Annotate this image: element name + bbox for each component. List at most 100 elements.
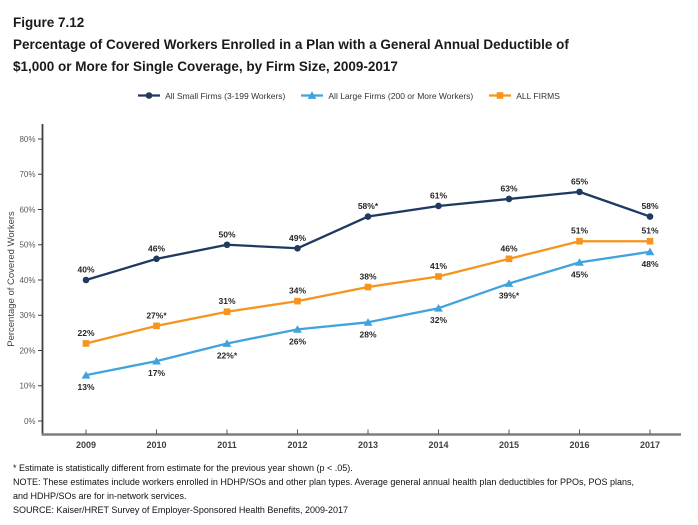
data-point-marker — [364, 213, 372, 220]
data-point-label: 51% — [641, 226, 658, 236]
data-point-marker — [435, 273, 442, 280]
legend-item-3: ALL FIRMS — [489, 90, 560, 101]
series-3: 22% 27%* 31% 34% 38% 41% 46% 51% 51% — [77, 226, 659, 347]
footnote-source: SOURCE: Kaiser/HRET Survey of Employer-S… — [13, 505, 348, 515]
footnote-note-line1: NOTE: These estimates include workers en… — [13, 477, 635, 487]
data-point-label: 61% — [430, 190, 447, 200]
data-point-marker — [223, 308, 231, 316]
square-marker-icon — [489, 92, 512, 99]
legend-marker — [496, 92, 504, 99]
data-point-marker — [505, 255, 513, 263]
data-point-label: 13% — [77, 382, 94, 392]
data-point-label: 38% — [359, 272, 376, 282]
x-tick-label: 2017 — [640, 440, 660, 450]
legend-marker — [145, 92, 153, 99]
data-point-label: 32% — [430, 315, 447, 325]
y-tick-label: 0% — [24, 417, 36, 426]
data-point-label: 27%* — [146, 310, 167, 320]
data-point-marker — [152, 356, 161, 365]
data-point-label: 17% — [148, 368, 165, 378]
data-point-marker — [293, 325, 302, 333]
data-point-marker — [364, 283, 372, 291]
data-point-label: 22%* — [217, 350, 238, 360]
x-tick-label: 2012 — [287, 440, 307, 450]
figure-title-line1: Percentage of Covered Workers Enrolled i… — [13, 37, 569, 52]
data-point-marker — [646, 213, 654, 220]
legend-item-2: All Large Firms (200 or More Workers) — [301, 90, 473, 101]
data-point-label: 48% — [641, 259, 658, 269]
data-point-marker — [435, 202, 442, 210]
data-point-marker — [363, 318, 373, 326]
data-point-label: 22% — [77, 328, 94, 338]
circle-marker-icon — [138, 92, 161, 99]
data-point-label: 34% — [289, 286, 306, 296]
data-point-label: 65% — [571, 176, 588, 186]
footnote-asterisk: * Estimate is statistically different fr… — [13, 463, 353, 473]
data-point-label: 49% — [289, 233, 306, 243]
legend-item-1: All Small Firms (3-199 Workers) — [138, 90, 285, 101]
legend-marker — [307, 91, 317, 99]
y-tick-label: 40% — [19, 276, 35, 285]
data-point-marker — [575, 258, 584, 266]
y-tick-label: 20% — [19, 346, 35, 355]
series-line — [85, 250, 651, 377]
data-point-marker — [576, 237, 583, 245]
data-point-marker — [576, 188, 583, 196]
data-point-marker — [81, 370, 91, 379]
data-point-marker — [294, 297, 301, 305]
data-point-label: 40% — [77, 265, 94, 275]
data-point-marker — [222, 339, 232, 347]
y-axis-label: Percentage of Covered Workers — [6, 211, 17, 347]
y-tick-label: 10% — [19, 382, 35, 391]
y-tick-label: 70% — [19, 170, 35, 179]
data-point-label: 45% — [571, 269, 588, 279]
legend-label: ALL FIRMS — [516, 90, 560, 101]
x-tick-label: 2011 — [217, 440, 237, 450]
x-tick-label: 2014 — [428, 440, 448, 450]
x-tick-label: 2013 — [358, 440, 378, 450]
y-tick-label: 50% — [19, 241, 35, 250]
data-point-label: 46% — [148, 243, 165, 253]
title-block: Figure 7.12 Percentage of Covered Worker… — [13, 12, 569, 78]
series-1: 40% 46% 50% 49% 58%* 61% 63% 65% 58% — [77, 176, 659, 284]
y-tick-label: 60% — [19, 205, 35, 214]
data-point-label: 28% — [359, 329, 376, 339]
triangle-marker-icon — [301, 91, 324, 99]
data-point-label: 63% — [500, 183, 517, 193]
data-point-marker — [82, 340, 90, 347]
data-point-label: 26% — [289, 336, 306, 346]
data-point-label: 58%* — [358, 201, 379, 211]
notes-block: * Estimate is statistically different fr… — [13, 461, 634, 517]
data-point-label: 31% — [218, 296, 235, 306]
data-point-label: 50% — [218, 229, 235, 239]
data-point-label: 39%* — [499, 291, 520, 301]
data-point-marker — [645, 247, 655, 256]
data-point-marker — [82, 276, 90, 284]
figure-title-line2: $1,000 or More for Single Coverage, by F… — [13, 59, 398, 74]
chart-legend: All Small Firms (3-199 Workers) All Large… — [0, 90, 698, 101]
data-point-marker — [646, 237, 654, 245]
data-point-marker — [504, 279, 514, 287]
figure-number: Figure 7.12 — [13, 15, 85, 30]
data-point-label: 58% — [641, 201, 658, 211]
y-tick-label: 80% — [19, 135, 35, 144]
data-point-marker — [505, 195, 513, 203]
x-tick-label: 2009 — [76, 440, 96, 450]
data-point-label: 41% — [430, 261, 447, 271]
series-2: 13% 17% 22%* 26% 28% 32% 39%* 45% 48% — [77, 247, 659, 392]
footnote-note-line2: and HDHP/SOs are for in-network services… — [13, 491, 187, 501]
y-tick-label: 30% — [19, 311, 35, 320]
x-tick-label: 2016 — [569, 440, 589, 450]
data-point-label: 46% — [500, 243, 517, 253]
data-point-marker — [223, 241, 231, 249]
data-point-marker — [294, 244, 301, 252]
legend-label: All Small Firms (3-199 Workers) — [165, 90, 286, 101]
data-point-marker — [153, 255, 160, 263]
data-point-marker — [434, 304, 443, 312]
x-tick-label: 2015 — [499, 440, 519, 450]
data-point-marker — [153, 322, 160, 330]
x-tick-label: 2010 — [146, 440, 166, 450]
data-point-label: 51% — [571, 226, 588, 236]
